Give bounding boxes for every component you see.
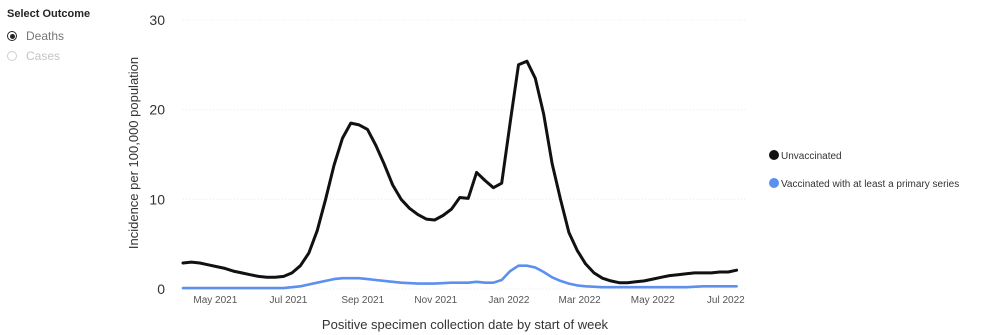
- y-tick-label-10: 10: [149, 191, 165, 207]
- radio-label-cases: Cases: [26, 49, 61, 63]
- legend: Unvaccinated Vaccinated with at least a p…: [769, 150, 959, 190]
- legend-marker-vaccinated: [769, 178, 779, 188]
- y-axis-title: Incidence per 100,000 population: [126, 57, 141, 249]
- radio-label-deaths: Deaths: [26, 29, 65, 43]
- radio-option-cases[interactable]: Cases: [7, 46, 127, 66]
- y-tick-label-30: 30: [149, 12, 165, 28]
- x-tick-label-5: Mar 2022: [559, 295, 602, 306]
- x-tick-label-3: Nov 2021: [414, 295, 457, 306]
- series-line-vaccinated: [181, 264, 738, 290]
- x-tick-label-2: Sep 2021: [341, 295, 384, 306]
- x-axis-title: Positive specimen collection date by sta…: [322, 317, 609, 332]
- legend-label-unvaccinated: Unvaccinated: [781, 151, 842, 162]
- y-tick-label-0: 0: [157, 281, 165, 297]
- y-axis-ticks: 0 10 20 30: [149, 12, 165, 297]
- radio-button-deaths[interactable]: [7, 31, 17, 41]
- radio-option-deaths[interactable]: Deaths: [7, 26, 127, 46]
- x-tick-label-4: Jan 2022: [488, 295, 530, 306]
- x-tick-label-6: May 2022: [631, 295, 675, 306]
- legend-label-vaccinated: Vaccinated with at least a primary serie…: [781, 179, 959, 190]
- gridlines: [183, 19, 745, 290]
- y-tick-label-20: 20: [149, 102, 165, 118]
- series-lines: [181, 59, 739, 290]
- x-tick-label-7: Jul 2022: [707, 295, 745, 306]
- outcome-selector: Select Outcome Deaths Cases: [7, 8, 127, 66]
- series-line-unvaccinated: [181, 59, 739, 285]
- x-tick-label-0: May 2021: [193, 295, 237, 306]
- x-axis-ticks: May 2021 Jul 2021 Sep 2021 Nov 2021 Jan 2022…: [193, 295, 745, 306]
- outcome-selector-title: Select Outcome: [7, 8, 91, 20]
- radio-button-cases[interactable]: [7, 51, 17, 61]
- x-tick-label-1: Jul 2021: [270, 295, 308, 306]
- legend-marker-unvaccinated: [769, 150, 779, 160]
